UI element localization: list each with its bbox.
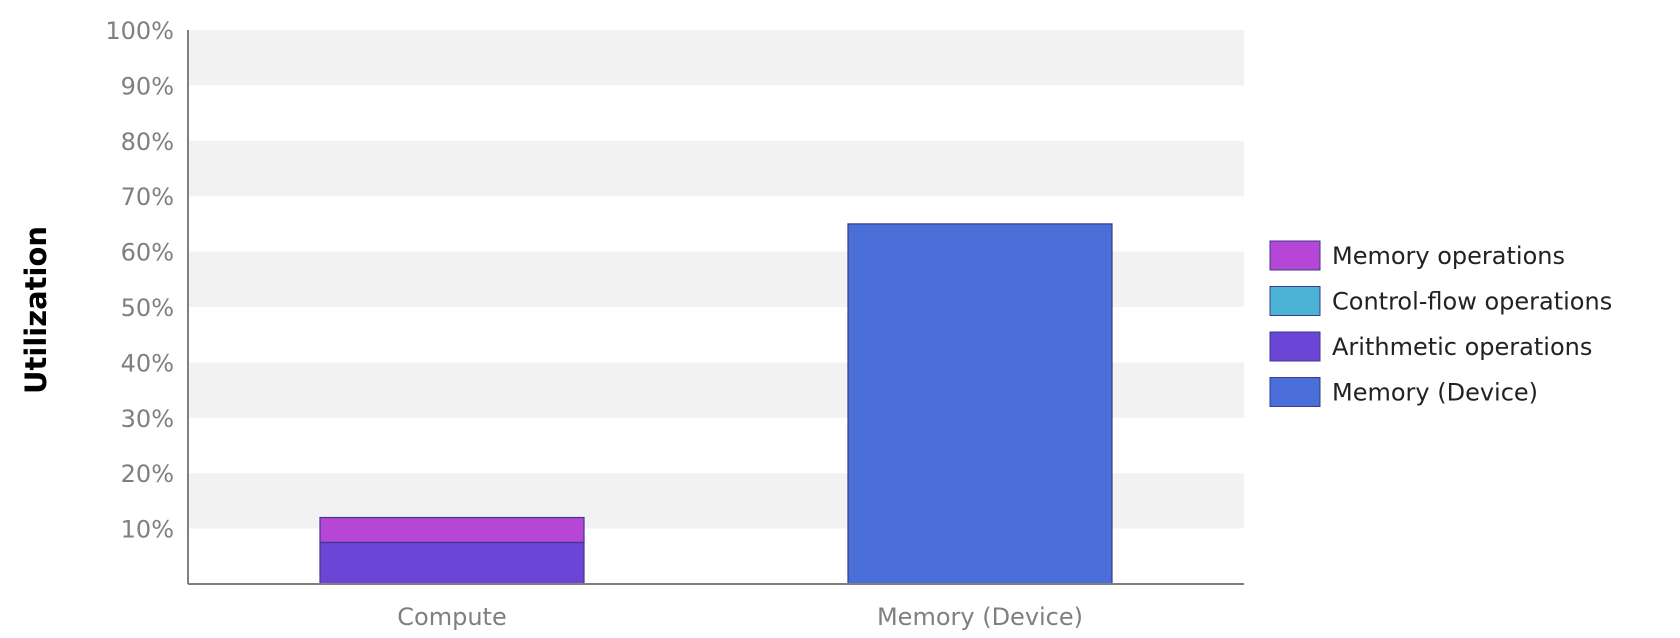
legend-swatch	[1269, 240, 1321, 271]
grid-band	[188, 30, 1244, 86]
y-tick-label: 30%	[121, 405, 174, 433]
y-tick-label: 10%	[121, 516, 174, 544]
y-tick-label: 50%	[121, 294, 174, 322]
bar-segment	[319, 516, 585, 544]
y-tick-label: 70%	[121, 183, 174, 211]
y-tick-label: 40%	[121, 349, 174, 377]
bars	[319, 223, 1113, 585]
axes	[187, 30, 1244, 585]
legend-swatch	[1269, 331, 1321, 362]
legend-swatch	[1269, 377, 1321, 407]
y-tick-label: 100%	[105, 17, 174, 45]
y-axis-label: Utilization	[19, 226, 53, 394]
legend-label: Memory (Device)	[1332, 379, 1538, 407]
legend-label: Memory operations	[1332, 242, 1565, 270]
category-labels: Compute Memory (Device)	[397, 603, 1083, 631]
bar-segment	[319, 541, 585, 585]
y-tick-labels: 10% 20% 30% 40% 50% 60% 70% 80% 90% 100%	[105, 17, 174, 544]
y-tick-label: 60%	[121, 239, 174, 267]
category-label: Memory (Device)	[877, 603, 1083, 631]
y-tick-label: 90%	[121, 72, 174, 100]
legend-label: Arithmetic operations	[1332, 333, 1592, 361]
category-label: Compute	[397, 603, 506, 631]
y-tick-label: 20%	[121, 460, 174, 488]
legend: Memory operations Control-flow operations…	[1269, 240, 1612, 407]
y-tick-label: 80%	[121, 128, 174, 156]
legend-swatch	[1269, 286, 1321, 316]
bar-segment	[847, 223, 1113, 585]
legend-label: Control-flow operations	[1332, 288, 1612, 316]
grid-band	[188, 140, 1244, 197]
